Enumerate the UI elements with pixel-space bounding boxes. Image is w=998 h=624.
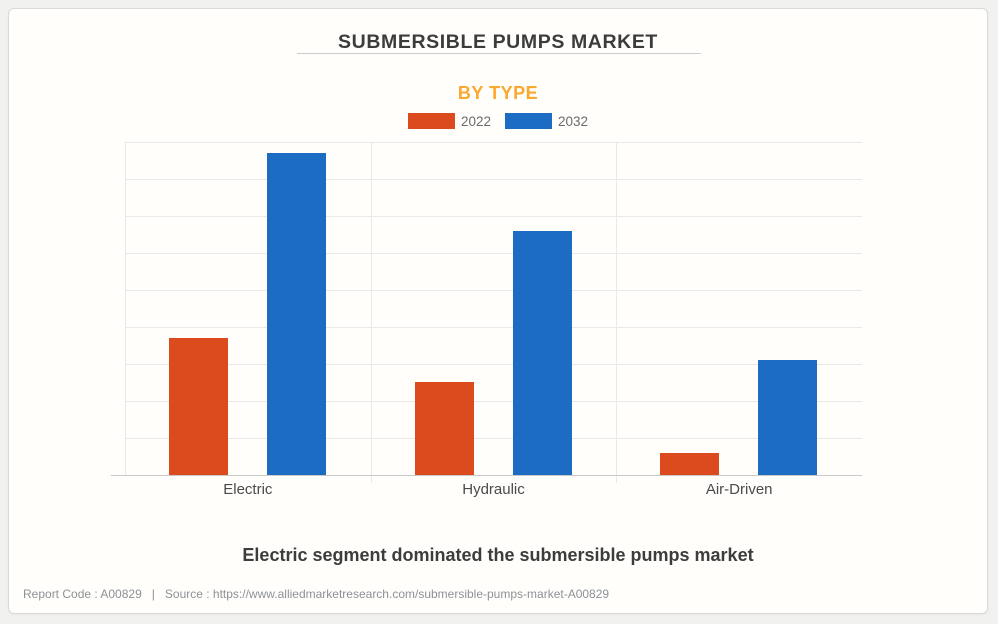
y-axis-line [125, 142, 126, 475]
bar-electric-2032 [267, 153, 326, 475]
footer-separator: | [151, 587, 155, 601]
bar-air-driven-2032 [758, 360, 817, 475]
report-footer: Report Code : A00829 | Source : https://… [23, 587, 609, 601]
x-axis-labels: Electric Hydraulic Air-Driven [125, 481, 862, 498]
chart-subtitle: BY TYPE [457, 83, 539, 103]
bar-electric-2022 [169, 338, 228, 475]
gridline-horizontal [125, 216, 862, 217]
bar-air-driven-2022 [660, 453, 719, 475]
gridline-vertical [371, 142, 372, 483]
legend: 2022 2032 [9, 113, 987, 129]
gridline-horizontal [125, 290, 862, 291]
title-divider [297, 53, 701, 54]
legend-label: 2022 [460, 113, 491, 129]
legend-label: 2032 [558, 113, 589, 129]
gridline-vertical [616, 142, 617, 483]
legend-item-2022: 2022 [407, 113, 491, 129]
legend-item-2032: 2032 [505, 113, 588, 129]
gridline-horizontal [125, 253, 862, 254]
x-axis-label: Air-Driven [705, 481, 773, 498]
report-code-text: Report Code : A00829 [23, 587, 142, 601]
source-url-text: Source : https://www.alliedmarketresearc… [164, 587, 610, 601]
gridline-horizontal [125, 401, 862, 402]
legend-swatch-2032 [505, 113, 552, 129]
chart-card: SUBMERSIBLE PUMPS MARKET BY TYPE 2022 203… [8, 8, 988, 614]
x-axis-label: Electric [223, 481, 273, 498]
bar-hydraulic-2032 [513, 231, 572, 475]
gridline-horizontal [125, 438, 862, 439]
gridline-horizontal [125, 327, 862, 328]
legend-swatch-2022 [407, 113, 455, 129]
bar-hydraulic-2022 [415, 382, 474, 475]
gridline-horizontal [125, 179, 862, 180]
x-axis-label: Hydraulic [462, 481, 525, 498]
chart-caption: Electric segment dominated the submersib… [242, 545, 754, 565]
gridline-horizontal [125, 364, 862, 365]
chart-plot [111, 142, 862, 483]
x-axis-line [111, 475, 862, 476]
gridline-horizontal [125, 142, 862, 143]
chart-title: SUBMERSIBLE PUMPS MARKET [338, 31, 658, 53]
